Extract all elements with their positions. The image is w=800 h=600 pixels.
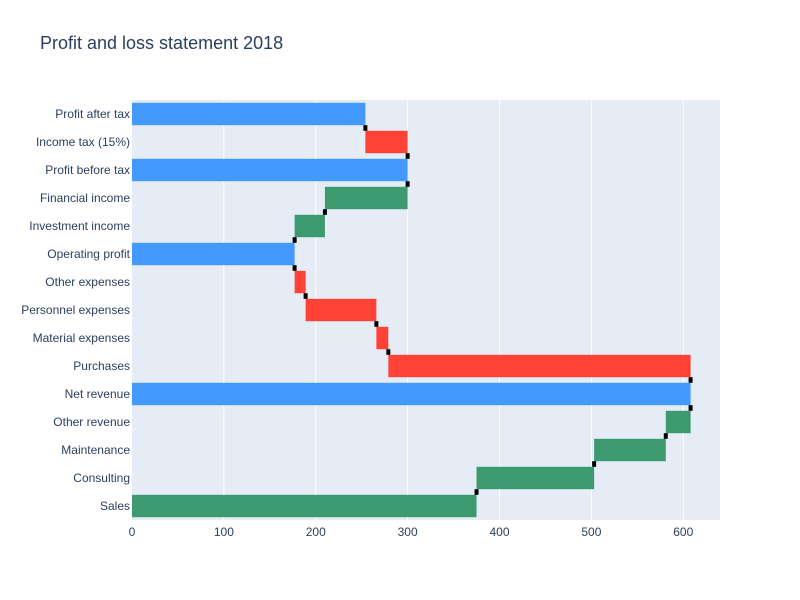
bar-total xyxy=(132,158,408,182)
x-tick-label: 100 xyxy=(214,525,234,539)
y-tick-label: Personnel expenses xyxy=(21,303,130,317)
y-tick-label: Material expenses xyxy=(33,331,130,345)
bar-total xyxy=(132,382,691,406)
bar-increase xyxy=(324,186,408,210)
bar-increase xyxy=(294,214,325,238)
x-tick-label: 600 xyxy=(673,525,693,539)
y-tick-label: Net revenue xyxy=(65,387,131,401)
bar-decrease xyxy=(305,298,377,322)
y-tick-label: Operating profit xyxy=(47,247,130,261)
y-tick-label: Investment income xyxy=(29,219,130,233)
bar-decrease xyxy=(388,354,691,378)
bars-layer xyxy=(132,102,691,518)
bar-increase xyxy=(476,466,595,490)
bar-decrease xyxy=(294,270,306,294)
y-tick-label: Financial income xyxy=(40,191,130,205)
connectors-layer xyxy=(292,125,693,495)
y-axis-ticks: Sales Consulting Maintenance Other revenue N… xyxy=(21,107,130,513)
y-tick-label: Other revenue xyxy=(53,415,130,429)
bar-decrease xyxy=(376,326,389,350)
y-tick-label: Profit after tax xyxy=(55,107,130,121)
y-tick-label: Other expenses xyxy=(45,275,130,289)
x-tick-label: 0 xyxy=(129,525,136,539)
y-tick-label: Income tax (15%) xyxy=(36,135,130,149)
y-tick-label: Sales xyxy=(100,499,130,513)
x-tick-label: 200 xyxy=(306,525,326,539)
bar-total xyxy=(132,102,366,126)
chart-title: Profit and loss statement 2018 xyxy=(40,33,284,53)
x-tick-label: 500 xyxy=(581,525,601,539)
y-tick-label: Consulting xyxy=(73,471,130,485)
y-tick-label: Profit before tax xyxy=(45,163,130,177)
bar-increase xyxy=(594,438,666,462)
x-tick-label: 300 xyxy=(398,525,418,539)
bar-total xyxy=(132,242,295,266)
x-axis-ticks: 0 100 200 300 400 500 600 xyxy=(129,525,694,539)
bar-increase xyxy=(132,494,477,518)
bar-decrease xyxy=(365,130,408,154)
y-tick-label: Maintenance xyxy=(61,443,130,457)
y-tick-label: Purchases xyxy=(73,359,130,373)
bar-increase xyxy=(665,410,691,434)
x-tick-label: 400 xyxy=(489,525,509,539)
